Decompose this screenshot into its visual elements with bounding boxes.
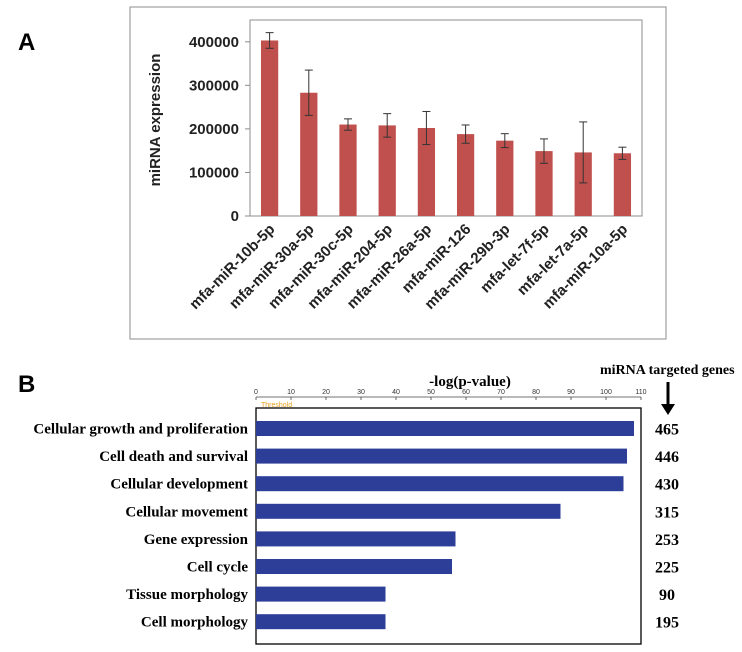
b-x-tick-label: 10 bbox=[287, 389, 295, 396]
b-gene-count: 465 bbox=[655, 422, 679, 439]
b-bar bbox=[256, 559, 452, 574]
b-category-label: Cellular movement bbox=[125, 504, 248, 520]
a-y-tick-label: 200000 bbox=[189, 121, 239, 138]
panel-a-label: A bbox=[18, 29, 35, 56]
a-y-tick-label: 0 bbox=[231, 208, 239, 225]
a-bar bbox=[339, 124, 357, 216]
b-x-tick-label: 50 bbox=[427, 389, 435, 396]
b-bar bbox=[256, 586, 386, 602]
b-category-label: Cellular growth and proliferation bbox=[33, 422, 248, 438]
b-category-label: Cell cycle bbox=[187, 560, 249, 576]
a-bar bbox=[417, 128, 436, 216]
panel-b-category-labels: Cellular growth and proliferation Cell de… bbox=[33, 422, 248, 631]
b-x-tick-label: 30 bbox=[357, 389, 365, 396]
b-category-label: Tissue morphology bbox=[126, 587, 248, 603]
a-bar bbox=[456, 134, 475, 216]
panel-b-x-ticks: 0 10 20 30 40 50 60 70 80 90 100 110 bbox=[254, 389, 647, 400]
b-category-label: Cellular development bbox=[110, 477, 248, 493]
a-bar bbox=[613, 153, 632, 216]
b-x-tick-label: 70 bbox=[497, 389, 505, 396]
b-gene-count: 195 bbox=[655, 615, 679, 632]
b-x-tick-label: 60 bbox=[462, 389, 470, 396]
b-gene-count: 253 bbox=[655, 532, 679, 549]
b-x-tick-label: 0 bbox=[254, 389, 258, 396]
b-bar bbox=[256, 476, 624, 492]
b-bar bbox=[256, 421, 634, 436]
a-bar bbox=[535, 151, 553, 216]
b-bar bbox=[256, 531, 456, 547]
b-gene-count: 430 bbox=[655, 477, 679, 494]
panel-a-plot-area bbox=[249, 19, 643, 217]
panel-b-plot-frame bbox=[255, 407, 642, 645]
b-bar bbox=[256, 503, 561, 519]
a-bar bbox=[574, 152, 592, 216]
panel-b-label: B bbox=[18, 371, 35, 398]
b-bar bbox=[256, 448, 627, 464]
down-arrow-icon bbox=[661, 382, 675, 415]
b-gene-count: 315 bbox=[655, 504, 679, 521]
panel-a-y-axis-label: miRNA expression bbox=[147, 54, 164, 187]
b-x-tick-label: 20 bbox=[322, 389, 330, 396]
panel-a-frame bbox=[129, 6, 667, 340]
b-category-label: Gene expression bbox=[144, 532, 249, 548]
a-y-tick-label: 400000 bbox=[189, 34, 239, 51]
panel-b-x-axis-title: -log(p-value) bbox=[429, 374, 511, 390]
b-x-tick-label: 80 bbox=[532, 389, 540, 396]
panel-b-threshold-label: Threshold bbox=[261, 402, 292, 409]
a-bar bbox=[260, 40, 279, 216]
b-category-label: Cell morphology bbox=[141, 615, 249, 631]
a-bar bbox=[496, 140, 514, 216]
panel-b-right-header: miRNA targeted genes bbox=[600, 363, 735, 378]
a-bar bbox=[378, 125, 396, 216]
b-x-tick-label: 110 bbox=[635, 389, 646, 396]
b-gene-count: 225 bbox=[655, 560, 679, 577]
a-y-tick-label: 100000 bbox=[189, 164, 239, 181]
b-bar bbox=[256, 614, 386, 630]
panel-a-category-labels: mfa-miR-10b-5pmfa-miR-30a-5pmfa-miR-30c-… bbox=[186, 221, 631, 313]
b-category-label: Cell death and survival bbox=[99, 449, 248, 465]
b-gene-count: 446 bbox=[655, 449, 679, 466]
a-y-tick-label: 300000 bbox=[189, 77, 239, 94]
b-gene-count: 90 bbox=[659, 587, 675, 604]
panel-b-gene-counts: 465 446 430 315 253 225 90 195 bbox=[655, 422, 679, 632]
panel-b-bars bbox=[256, 421, 634, 630]
a-bar bbox=[300, 92, 318, 216]
panel-a-bars bbox=[260, 40, 632, 216]
panel-a-y-ticks: 0 100000 200000 300000 400000 bbox=[189, 34, 250, 225]
b-x-tick-label: 40 bbox=[392, 389, 400, 396]
b-x-tick-label: 90 bbox=[567, 389, 575, 396]
b-x-tick-label: 100 bbox=[600, 389, 612, 396]
panel-a-error-bars bbox=[265, 32, 627, 184]
